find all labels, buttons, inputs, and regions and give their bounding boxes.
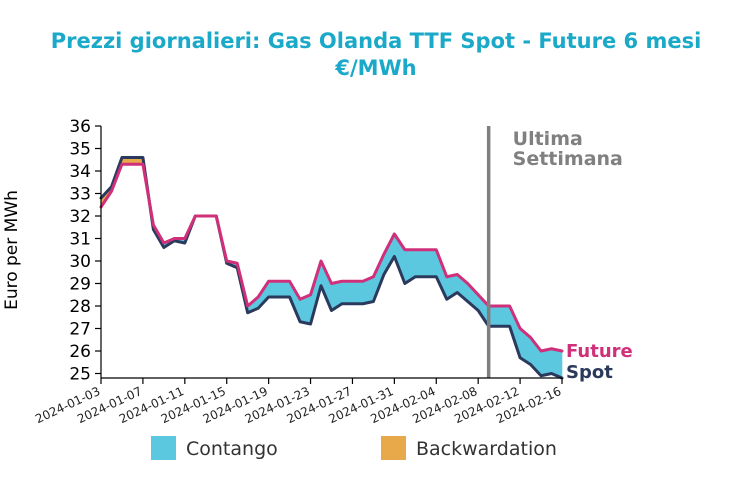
y-tick-label: 30 — [69, 252, 91, 272]
legend-label-contango: Contango — [186, 438, 278, 460]
contango-fill — [498, 305, 510, 327]
last-week-annotation-line2: Settimana — [513, 148, 623, 170]
contango-fill — [352, 280, 364, 305]
y-tick-label: 31 — [69, 230, 91, 250]
y-tick-label: 27 — [69, 320, 91, 340]
series-label-future: Future — [566, 341, 633, 362]
legend: Contango Backwardation — [151, 436, 557, 460]
contango-fill — [425, 249, 437, 278]
contango-fill — [341, 280, 353, 305]
y-tick-label: 33 — [69, 185, 91, 205]
contango-fill — [540, 348, 552, 377]
fill-areas — [100, 157, 563, 379]
y-tick-label: 29 — [69, 275, 91, 295]
y-tick-label: 28 — [69, 297, 91, 317]
y-tick-label: 36 — [69, 117, 91, 137]
series-line-future — [99, 162, 564, 353]
y-tick-label: 35 — [69, 140, 91, 160]
y-tick-label: 32 — [69, 207, 91, 227]
series-line-spot — [99, 156, 564, 380]
last-week-annotation-line1: Ultima — [513, 128, 583, 150]
legend-swatch-contango — [151, 436, 176, 460]
legend-swatch-backwardation — [381, 436, 406, 460]
y-axis-label: Euro per MWh — [2, 190, 22, 310]
y-tick-label: 34 — [69, 162, 91, 182]
contango-fill — [415, 249, 427, 278]
y-tick-label: 25 — [69, 365, 91, 385]
series-label-spot: Spot — [566, 362, 613, 383]
chart-title-line2: €/MWh — [334, 56, 416, 80]
legend-label-backwardation: Backwardation — [416, 438, 557, 460]
y-tick-label: 26 — [69, 342, 91, 362]
contango-fill — [278, 280, 290, 298]
series-lines — [99, 156, 564, 380]
x-axis-ticks: 2024-01-032024-01-072024-01-112024-01-15… — [33, 378, 563, 426]
chart-title-line1: Prezzi giornalieri: Gas Olanda TTF Spot … — [51, 29, 702, 53]
contango-fill — [268, 280, 280, 298]
